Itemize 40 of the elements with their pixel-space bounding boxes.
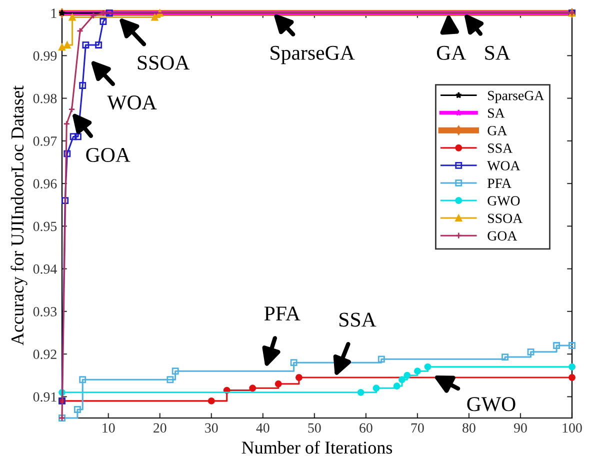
legend-label: WOA	[487, 161, 520, 170]
y-tick-label: 0.98	[33, 94, 57, 104]
x-tick-label: 50	[308, 423, 321, 433]
x-tick-label: 100	[562, 423, 582, 433]
legend-label: GA	[488, 126, 508, 136]
y-tick-label: 0.99	[33, 51, 57, 61]
legend-label: SparseGA	[488, 90, 544, 104]
annotation: GOA	[86, 148, 130, 162]
y-axis-title: Accuracy for UJIIndoorLoc Dataset	[10, 86, 28, 346]
x-tick-label: 20	[154, 423, 166, 433]
y-tick-label: 0.96	[33, 179, 57, 189]
y-tick-label: 0.94	[33, 264, 57, 274]
annotation: WOA	[107, 96, 157, 110]
annotation: SSA	[340, 312, 376, 327]
legend-label: SSA	[488, 144, 512, 153]
y-tick-label: 0.92	[33, 350, 56, 360]
legend-label: SA	[488, 108, 505, 118]
legend-label: GWO	[488, 196, 520, 206]
x-tick-label: 10	[102, 423, 115, 433]
y-tick-label: 0.95	[33, 222, 57, 232]
x-tick-label: 70	[411, 423, 424, 433]
annotation: PFA	[264, 306, 300, 320]
x-tick-label: 60	[360, 423, 372, 433]
annotation: SA	[485, 46, 510, 60]
legend-label: PFA	[488, 178, 512, 188]
x-tick-label: 80	[462, 423, 476, 433]
annotation: SSOA	[138, 56, 190, 70]
y-tick-label: 0.91	[33, 392, 56, 402]
annotation: SparseGA	[270, 46, 355, 64]
x-axis-title: Number of Iterations	[242, 440, 392, 454]
annotation: GA	[436, 46, 466, 60]
x-tick-label: 30	[205, 423, 218, 433]
x-tick-label: 90	[514, 423, 527, 433]
legend-label: SSOA	[488, 214, 523, 224]
x-tick-label: 40	[256, 423, 270, 433]
legend-label: GOA	[488, 231, 518, 241]
y-tick-label: 0.97	[33, 136, 57, 146]
y-tick-label: 1	[51, 8, 56, 18]
y-tick-label: 0.93	[33, 307, 57, 316]
annotation: GWO	[467, 397, 516, 412]
